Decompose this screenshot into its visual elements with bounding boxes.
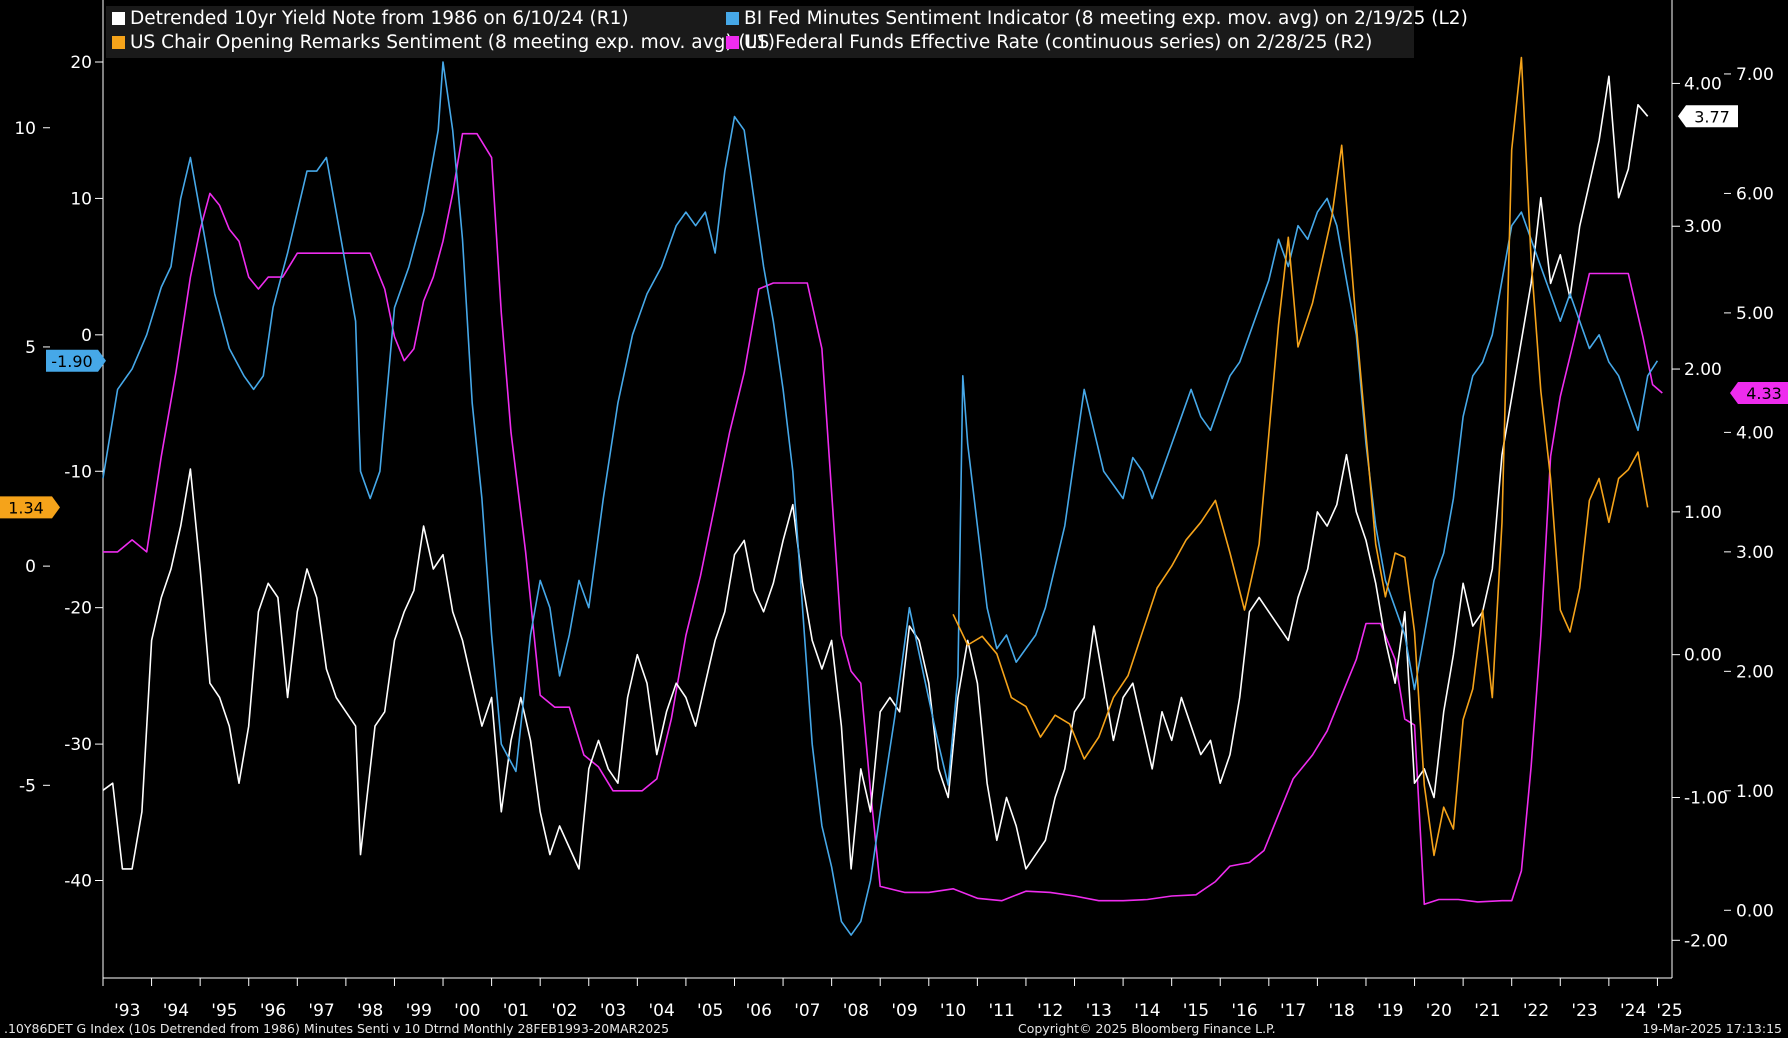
- l2-tick-label-3: -10: [64, 462, 92, 482]
- r2-tick-label-1: 1.00: [1736, 782, 1774, 802]
- legend: Detrended 10yr Yield Note from 1986 on 6…: [106, 6, 1468, 58]
- last-value-label-fedfunds: 4.33: [1746, 384, 1782, 403]
- l2-tick-label-1: -30: [64, 735, 92, 755]
- x-tick-label-32: '25: [1656, 1001, 1682, 1021]
- last-value-badge-yield: [1678, 105, 1738, 128]
- last-value-badge-chair: [0, 496, 60, 519]
- x-tick-label-20: '13: [1086, 1001, 1112, 1021]
- x-tick-label-10: '03: [600, 1001, 626, 1021]
- l1-tick-label-3: 10: [14, 119, 36, 139]
- legend-swatch-chair: [112, 36, 125, 49]
- x-tick-label-25: '18: [1329, 1001, 1355, 1021]
- r2-tick-label-3: 3.00: [1736, 543, 1774, 563]
- r2-tick-label-2: 2.00: [1736, 662, 1774, 682]
- l1-tick-label-2: 5: [25, 338, 36, 358]
- x-tick-label-28: '21: [1474, 1001, 1500, 1021]
- x-tick-label-7: '00: [454, 1001, 480, 1021]
- last-value-label-chair: 1.34: [8, 498, 44, 517]
- x-tick-label-26: '19: [1377, 1001, 1403, 1021]
- x-tick-label-14: '07: [794, 1001, 820, 1021]
- x-tick-label-19: '12: [1037, 1001, 1063, 1021]
- x-tick-label-9: '02: [551, 1001, 577, 1021]
- r1-tick-label-6: 4.00: [1684, 74, 1722, 94]
- r1-tick-label-1: -1.00: [1684, 788, 1728, 808]
- l2-tick-label-2: -20: [64, 599, 92, 619]
- r2-tick-label-6: 6.00: [1736, 184, 1774, 204]
- legend-item-minutes: BI Fed Minutes Sentiment Indicator (8 me…: [726, 8, 1468, 29]
- x-tick-label-24: '17: [1280, 1001, 1306, 1021]
- last-value-badge-fedfunds: [1730, 381, 1788, 404]
- x-tick-label-13: '06: [746, 1001, 772, 1021]
- r2-tick-label-0: 0.00: [1736, 901, 1774, 921]
- series-line-fedfunds: [103, 132, 1663, 906]
- r1-tick-label-4: 2.00: [1684, 360, 1722, 380]
- x-tick-label-18: '11: [988, 1001, 1014, 1021]
- legend-label-fedfunds: US Federal Funds Effective Rate (continu…: [744, 32, 1373, 53]
- l2-tick-label-0: -40: [64, 872, 92, 892]
- r1-tick-label-3: 1.00: [1684, 503, 1722, 523]
- x-tick-label-3: '96: [260, 1001, 286, 1021]
- l1-tick-label-1: 0: [25, 557, 36, 577]
- x-tick-label-11: '04: [648, 1001, 674, 1021]
- series-line-chair: [952, 56, 1649, 857]
- x-tick-label-2: '95: [211, 1001, 237, 1021]
- x-tick-label-22: '15: [1183, 1001, 1209, 1021]
- r2-tick-label-4: 4.00: [1736, 423, 1774, 443]
- r1-tick-label-5: 3.00: [1684, 217, 1722, 237]
- x-tick-label-15: '08: [843, 1001, 869, 1021]
- legend-swatch-fedfunds: [726, 36, 739, 49]
- x-tick-label-27: '20: [1426, 1001, 1452, 1021]
- x-tick-label-5: '98: [357, 1001, 383, 1021]
- l2-tick-label-4: 0: [81, 326, 92, 346]
- legend-item-fedfunds: US Federal Funds Effective Rate (continu…: [726, 32, 1372, 53]
- l2-tick-label-6: 20: [70, 53, 92, 73]
- x-tick-label-12: '05: [697, 1001, 723, 1021]
- l2-tick-label-5: 10: [70, 189, 92, 209]
- footer-timestamp: 19-Mar-2025 17:13:15: [1642, 1021, 1782, 1036]
- legend-swatch-minutes: [726, 12, 739, 25]
- last-value-label-minutes: -1.90: [51, 352, 92, 371]
- x-tick-label-4: '97: [308, 1001, 334, 1021]
- x-tick-label-8: '01: [503, 1001, 529, 1021]
- x-tick-label-29: '22: [1523, 1001, 1549, 1021]
- legend-label-chair: US Chair Opening Remarks Sentiment (8 me…: [130, 32, 775, 53]
- r1-tick-label-2: 0.00: [1684, 646, 1722, 666]
- footer-index-description: .10Y86DET G Index (10s Detrended from 19…: [4, 1021, 670, 1036]
- r2-tick-label-5: 5.00: [1736, 304, 1774, 324]
- x-tick-label-0: '93: [114, 1001, 140, 1021]
- legend-label-yield: Detrended 10yr Yield Note from 1986 on 6…: [130, 8, 629, 29]
- last-value-label-yield: 3.77: [1694, 107, 1730, 126]
- x-tick-label-31: '24: [1620, 1001, 1646, 1021]
- x-tick-label-23: '16: [1231, 1001, 1257, 1021]
- legend-item-chair: US Chair Opening Remarks Sentiment (8 me…: [112, 32, 775, 53]
- x-tick-label-16: '09: [891, 1001, 917, 1021]
- x-tick-label-17: '10: [940, 1001, 966, 1021]
- x-tick-label-30: '23: [1571, 1001, 1597, 1021]
- series-line-yield: [102, 75, 1649, 870]
- footer-copyright: Copyright© 2025 Bloomberg Finance L.P.: [1018, 1021, 1276, 1036]
- l1-tick-label-0: -5: [19, 776, 36, 796]
- legend-swatch-yield: [112, 12, 125, 25]
- legend-item-yield: Detrended 10yr Yield Note from 1986 on 6…: [112, 8, 629, 29]
- x-tick-label-1: '94: [163, 1001, 189, 1021]
- last-value-badge-minutes: [46, 349, 106, 372]
- r1-tick-label-0: -2.00: [1684, 931, 1728, 951]
- r2-tick-label-7: 7.00: [1736, 65, 1774, 85]
- series-line-minutes: [102, 61, 1659, 936]
- legend-label-minutes: BI Fed Minutes Sentiment Indicator (8 me…: [744, 8, 1468, 29]
- x-tick-label-6: '99: [406, 1001, 432, 1021]
- x-tick-label-21: '14: [1134, 1001, 1160, 1021]
